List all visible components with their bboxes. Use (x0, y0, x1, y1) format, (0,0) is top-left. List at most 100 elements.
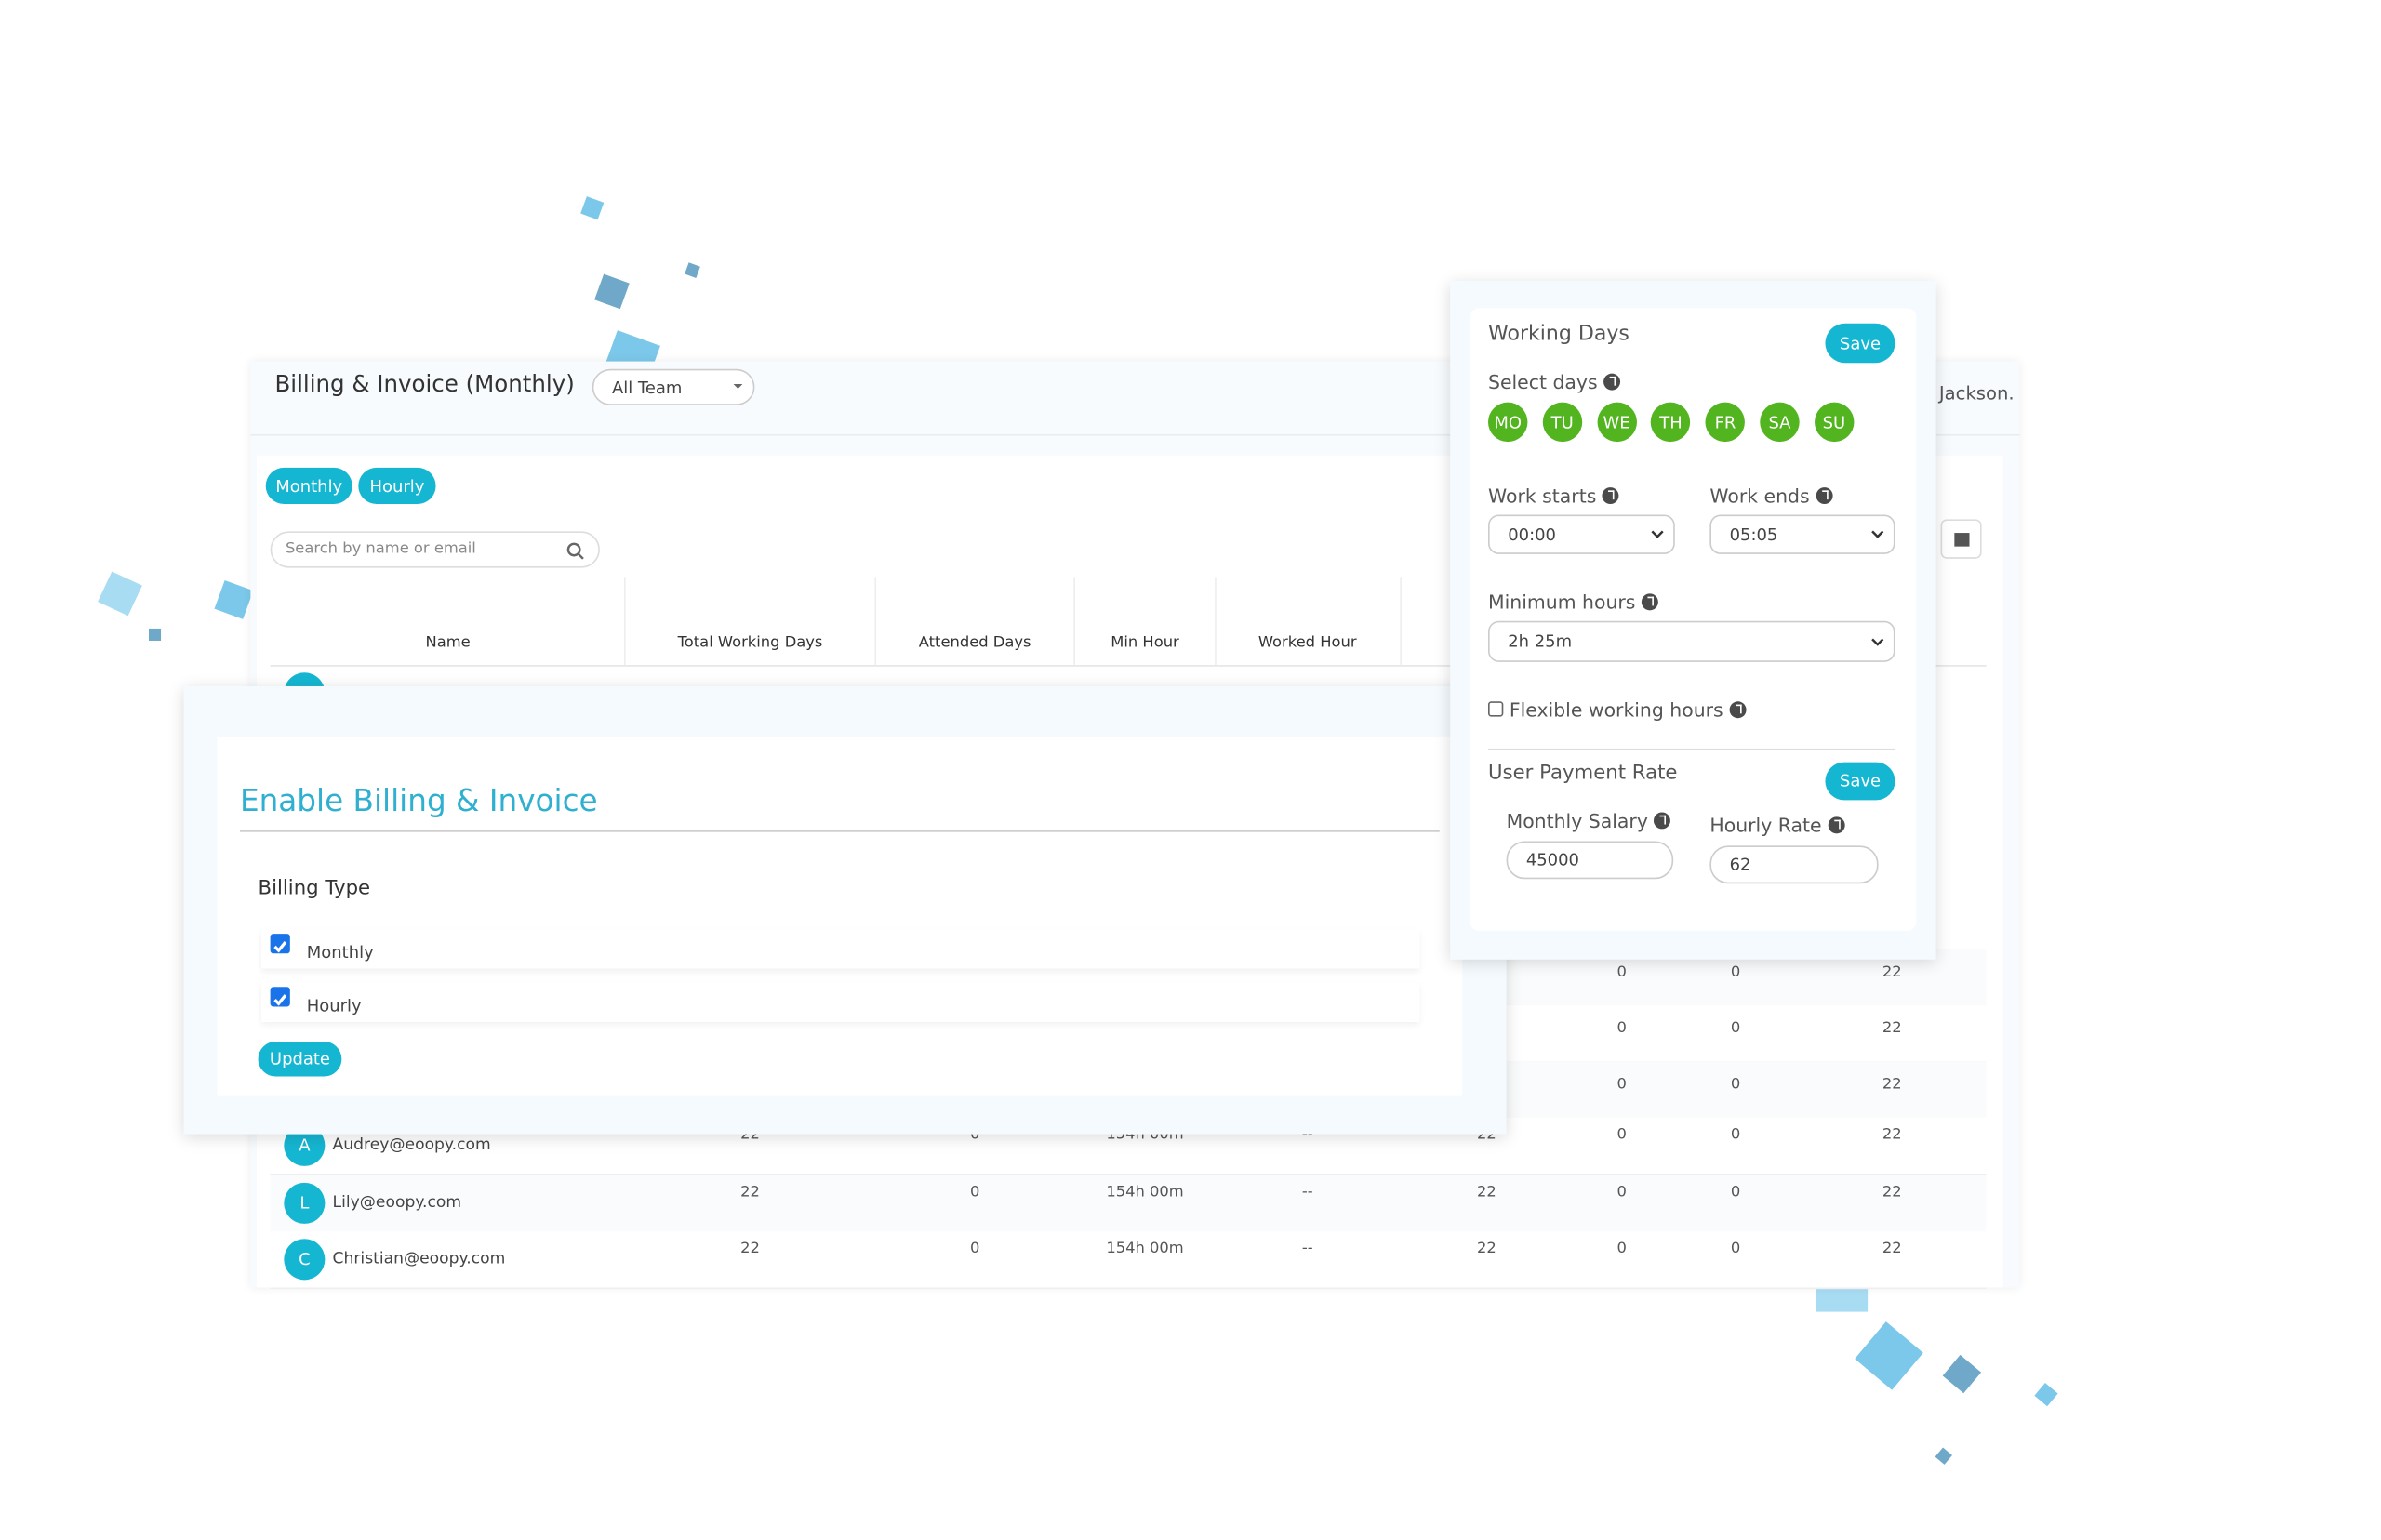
help-icon (1603, 373, 1621, 391)
minimum-hours-select[interactable]: 2h 25m (1487, 620, 1895, 662)
cell: 22 (1882, 1127, 1902, 1145)
avatar: C (284, 1239, 326, 1281)
decor (1816, 1287, 1869, 1312)
divider (239, 830, 1440, 832)
tab[interactable]: Hourly (358, 467, 436, 505)
chevron (733, 384, 743, 389)
column-divider (1073, 577, 1075, 666)
column-divider (874, 577, 877, 666)
column-divider (624, 577, 626, 666)
option-row: Monthly (261, 929, 1420, 968)
cell: 0 (1730, 962, 1741, 980)
update-button[interactable]: Update (258, 1041, 342, 1077)
calendar-button[interactable] (1940, 519, 1982, 559)
divider (250, 433, 2020, 436)
day-toggle[interactable]: MO (1487, 402, 1528, 443)
search-box[interactable]: Search by name or email (270, 531, 600, 568)
help-icon (1816, 487, 1833, 505)
field-label: Work starts (1488, 485, 1619, 507)
label-text: Minimum hours (1487, 591, 1636, 614)
day-toggle[interactable]: SU (1814, 402, 1855, 443)
cell: 22 (1882, 1240, 1902, 1257)
day-toggle[interactable]: FR (1705, 402, 1746, 443)
label-text: Flexible working hours (1509, 698, 1723, 722)
page-title: Billing & Invoice (Monthly) (274, 370, 575, 398)
decor (1855, 1321, 1923, 1390)
calendar-icon (1954, 533, 1970, 547)
column-header: Attended Days (918, 634, 1031, 652)
cell: 22 (1882, 962, 1902, 980)
cell: 0 (1730, 1183, 1741, 1201)
team-select[interactable]: All Team (592, 368, 755, 405)
tab[interactable]: Monthly (265, 467, 352, 505)
checkbox[interactable] (270, 934, 290, 954)
day-toggle[interactable]: TU (1542, 402, 1582, 443)
cell: 0 (1616, 1076, 1627, 1094)
billing-type-label: Billing Type (258, 877, 371, 901)
help-icon (1641, 593, 1658, 611)
decor (214, 579, 254, 619)
team-select-value: All Team (611, 377, 683, 397)
cell: 0 (1730, 1019, 1741, 1037)
decor (1935, 1447, 1952, 1465)
day-toggle[interactable]: WE (1596, 402, 1637, 443)
select-value: 05:05 (1729, 524, 1778, 545)
cell: 22 (1882, 1076, 1902, 1094)
cell: 0 (1730, 1076, 1741, 1094)
label-text: Select days (1487, 370, 1598, 393)
cell: 154h 00m (1106, 1240, 1184, 1257)
cell: 22 (1882, 1183, 1902, 1201)
column-header: Worked Hour (1257, 634, 1357, 652)
column-header: Name (425, 634, 471, 652)
hourly-rate-input[interactable]: 62 (1709, 845, 1879, 884)
cell: 22 (740, 1240, 760, 1257)
save-button[interactable]: Save (1825, 762, 1895, 801)
help-icon (1828, 816, 1845, 834)
select-value: 00:00 (1508, 524, 1556, 545)
label-text: Work ends (1709, 484, 1810, 508)
select-value: 2h 25m (1508, 631, 1573, 652)
decor (685, 262, 700, 278)
cell: 154h 00m (1106, 1183, 1184, 1201)
check (273, 941, 287, 953)
cell: 22 (1476, 1240, 1496, 1257)
table-header (270, 577, 1987, 667)
cell: 0 (1616, 1240, 1627, 1257)
field-label: Monthly Salary (1506, 809, 1671, 832)
monthly-salary-input[interactable]: 45000 (1506, 841, 1674, 880)
column-divider (1400, 577, 1402, 666)
flexible-checkbox[interactable]: Flexible working hours (1487, 698, 1747, 722)
checkbox[interactable] (1487, 701, 1504, 717)
panel-title: Working Days (1487, 322, 1629, 347)
email: Audrey@eoopy.com (332, 1135, 491, 1155)
input-value: 45000 (1525, 850, 1579, 870)
decor (580, 196, 605, 220)
email: Lily@eoopy.com (332, 1192, 462, 1212)
help-icon (1602, 487, 1619, 505)
save-button[interactable]: Save (1825, 323, 1895, 364)
decor (98, 571, 142, 617)
work-starts-select[interactable]: 00:00 (1487, 514, 1675, 554)
email: Christian@eoopy.com (332, 1249, 506, 1268)
cell: 22 (740, 1183, 760, 1201)
decor (2034, 1382, 2058, 1407)
field-label: Minimum hours (1487, 591, 1658, 614)
day-toggle[interactable]: SA (1760, 402, 1800, 443)
decor (594, 273, 630, 310)
payment-title: User Payment Rate (1487, 762, 1678, 786)
checkbox[interactable] (270, 987, 290, 1007)
help-icon (1729, 701, 1747, 719)
decor (148, 628, 162, 641)
cell: 0 (1616, 1183, 1627, 1201)
work-ends-select[interactable]: 05:05 (1709, 514, 1895, 554)
option-label: Hourly (306, 996, 362, 1016)
cell: 0 (969, 1240, 980, 1257)
day-toggle[interactable]: TH (1651, 402, 1691, 443)
cell: 22 (1882, 1019, 1902, 1037)
field-label: Work ends (1709, 484, 1833, 508)
label-text: Monthly Salary (1506, 809, 1648, 832)
search-icon (566, 542, 584, 560)
billing-modal: Enable Billing & Invoice Billing Type Up… (183, 685, 1507, 1135)
